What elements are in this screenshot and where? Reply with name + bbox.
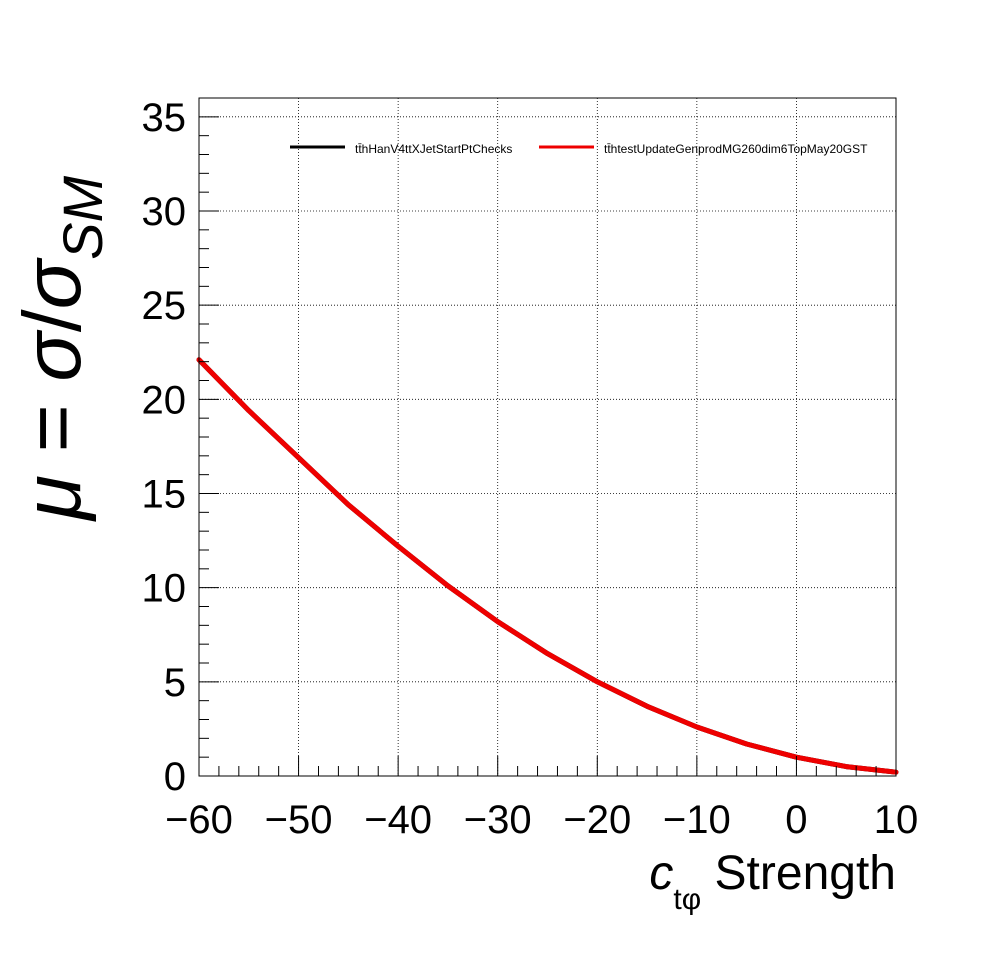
grid bbox=[199, 98, 896, 776]
y-tick-labels: 0 5 10 15 20 25 30 35 bbox=[142, 96, 187, 799]
x-tick-label: −10 bbox=[663, 798, 731, 842]
x-tick-labels: −60 −50 −40 −30 −20 −10 0 10 bbox=[165, 798, 918, 842]
y-axis-title-sigma: σ bbox=[7, 329, 98, 382]
x-axis-title-text: Strength bbox=[701, 847, 896, 900]
x-axis-title-symbol: c bbox=[649, 847, 673, 900]
y-tick-label: 20 bbox=[142, 378, 187, 422]
y-axis-title-equals: = bbox=[7, 382, 98, 475]
y-axis-title-slash: / bbox=[7, 309, 98, 332]
legend: tt̄hHanV4ttXJetStartPtChecks tt̄htestUpd… bbox=[290, 142, 868, 156]
y-tick-label: 0 bbox=[164, 755, 186, 799]
y-tick-label: 15 bbox=[142, 473, 187, 517]
x-tick-label: 0 bbox=[785, 798, 807, 842]
plot-frame bbox=[198, 97, 897, 777]
x-tick-label: −60 bbox=[165, 798, 233, 842]
y-axis-title: μ = σ/σSM bbox=[7, 176, 114, 522]
x-tick-label: −50 bbox=[265, 798, 333, 842]
y-tick-label: 30 bbox=[142, 190, 187, 234]
legend-label-series-1: tt̄hHanV4ttXJetStartPtChecks bbox=[355, 142, 512, 156]
y-tick-label: 5 bbox=[164, 661, 186, 705]
y-tick-label: 25 bbox=[142, 284, 187, 328]
y-tick-label: 35 bbox=[142, 96, 187, 140]
series-line-1 bbox=[196, 357, 899, 775]
x-tick-label: −20 bbox=[563, 798, 631, 842]
series-lines bbox=[196, 357, 899, 775]
x-tick-label: −30 bbox=[464, 798, 532, 842]
axis-ticks bbox=[198, 97, 897, 777]
x-axis-title-subscript: tφ bbox=[673, 883, 701, 916]
legend-label-series-2: tt̄htestUpdateGenprodMG260dim6TopMay20GS… bbox=[604, 142, 868, 156]
x-tick-label: 10 bbox=[874, 798, 919, 842]
x-tick-label: −40 bbox=[364, 798, 432, 842]
x-axis-title: ctφ Strength bbox=[649, 847, 896, 916]
y-axis-title-subscript: SM bbox=[51, 176, 114, 260]
y-axis-title-sigma-sm: σ bbox=[7, 256, 98, 309]
series-line-2 bbox=[196, 357, 899, 775]
y-axis-title-mu: μ bbox=[7, 475, 98, 522]
y-tick-label: 10 bbox=[142, 567, 187, 611]
